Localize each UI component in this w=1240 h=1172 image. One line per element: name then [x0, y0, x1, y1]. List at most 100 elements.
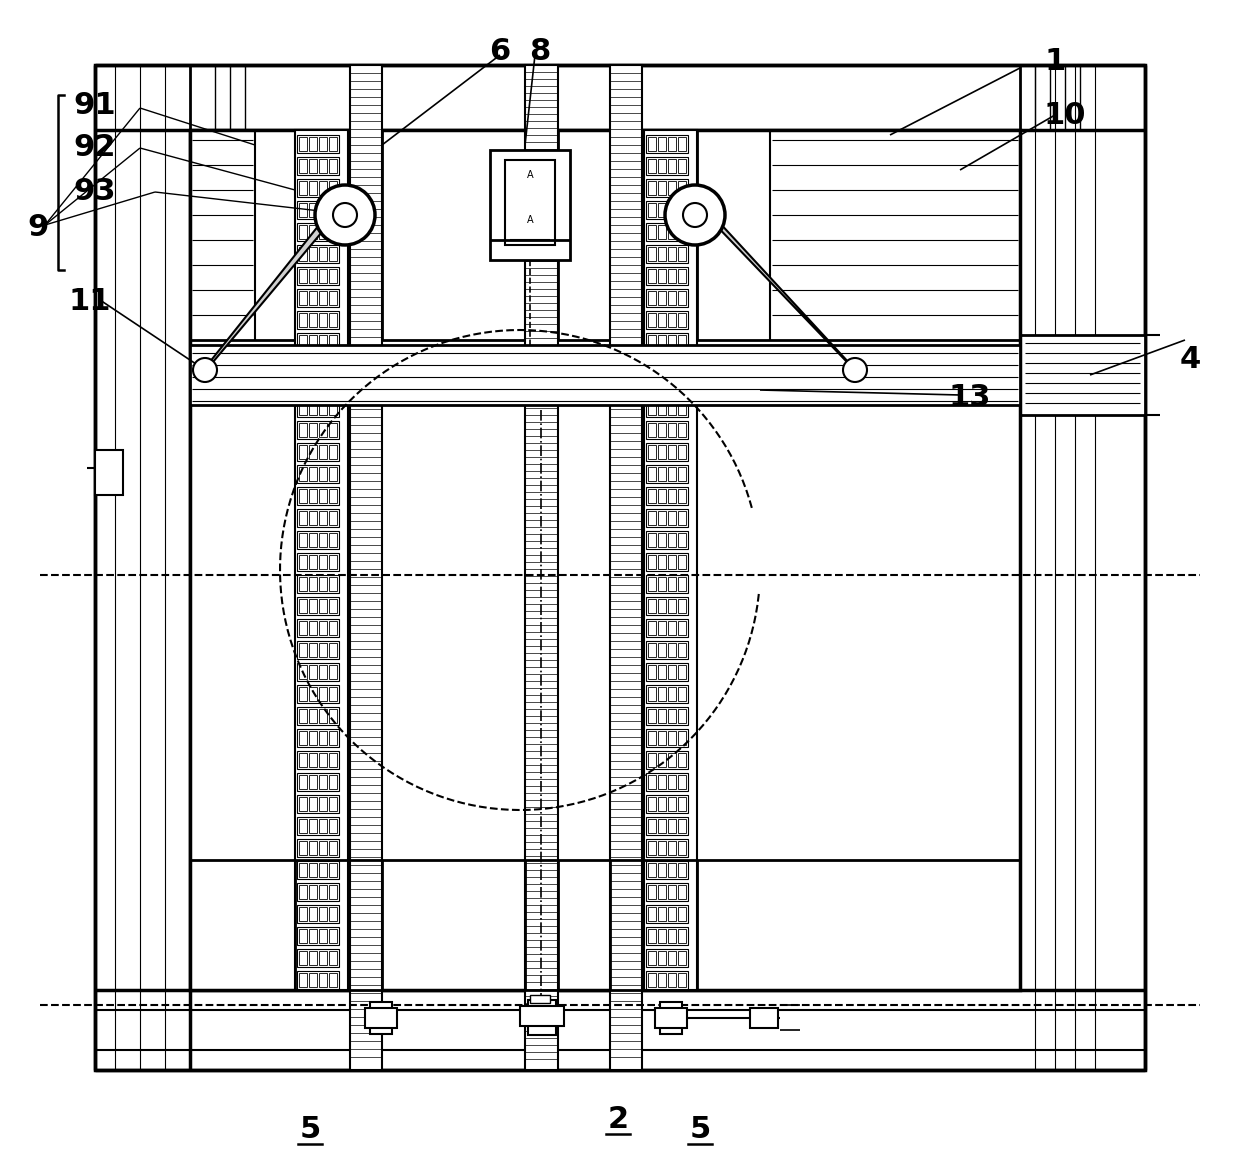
Bar	[668, 709, 676, 723]
Bar	[299, 379, 308, 393]
Bar	[329, 950, 337, 965]
Bar	[309, 270, 317, 282]
Bar	[329, 533, 337, 547]
Bar	[646, 641, 688, 659]
Bar	[649, 885, 656, 899]
Bar	[658, 203, 666, 217]
Bar	[668, 247, 676, 261]
Bar	[298, 949, 339, 967]
Bar	[319, 489, 327, 503]
Bar	[658, 379, 666, 393]
Bar	[668, 665, 676, 679]
Bar	[678, 797, 686, 811]
Bar	[678, 577, 686, 591]
Bar	[329, 973, 337, 987]
Bar	[298, 135, 339, 154]
Bar	[668, 466, 676, 481]
Bar	[298, 707, 339, 725]
Bar	[309, 357, 317, 372]
Bar	[658, 621, 666, 635]
Bar	[95, 64, 1145, 1070]
Bar	[646, 488, 688, 505]
Bar	[309, 423, 317, 437]
Bar	[678, 423, 686, 437]
Bar	[329, 401, 337, 415]
Bar	[319, 291, 327, 305]
Bar	[309, 863, 317, 877]
Bar	[649, 313, 656, 327]
Bar	[309, 225, 317, 239]
Bar	[319, 885, 327, 899]
Bar	[329, 247, 337, 261]
Bar	[658, 819, 666, 833]
Bar	[658, 291, 666, 305]
Bar	[658, 270, 666, 282]
Text: 5: 5	[299, 1116, 321, 1145]
Bar	[309, 137, 317, 151]
Bar	[646, 443, 688, 461]
Bar	[319, 841, 327, 856]
Bar	[329, 929, 337, 943]
Bar	[299, 929, 308, 943]
Bar	[646, 355, 688, 373]
Bar	[309, 752, 317, 766]
Bar	[329, 599, 337, 613]
Bar	[298, 509, 339, 527]
Bar	[649, 466, 656, 481]
Bar	[309, 885, 317, 899]
Bar	[309, 973, 317, 987]
Bar	[319, 466, 327, 481]
Bar	[646, 861, 688, 879]
Bar	[658, 401, 666, 415]
Bar	[298, 861, 339, 879]
Bar	[649, 270, 656, 282]
Bar	[298, 619, 339, 638]
Bar	[319, 247, 327, 261]
Bar	[309, 599, 317, 613]
Bar	[668, 225, 676, 239]
Bar	[668, 643, 676, 657]
Circle shape	[315, 185, 374, 245]
Bar	[309, 643, 317, 657]
Bar	[298, 751, 339, 769]
Bar	[299, 643, 308, 657]
Bar	[329, 466, 337, 481]
Bar	[329, 379, 337, 393]
Bar	[668, 687, 676, 701]
Bar	[678, 379, 686, 393]
Bar	[309, 577, 317, 591]
Text: 4: 4	[1179, 346, 1200, 375]
Bar	[309, 180, 317, 195]
Bar	[658, 533, 666, 547]
Bar	[646, 684, 688, 703]
Bar	[299, 489, 308, 503]
Bar	[678, 401, 686, 415]
Bar	[309, 445, 317, 459]
Bar	[298, 355, 339, 373]
Bar	[668, 907, 676, 921]
Bar	[646, 398, 688, 417]
Bar	[646, 817, 688, 834]
Bar	[329, 863, 337, 877]
Bar	[649, 863, 656, 877]
Bar	[668, 270, 676, 282]
Text: 92: 92	[73, 134, 117, 163]
Bar	[319, 775, 327, 789]
Bar	[329, 423, 337, 437]
Bar	[299, 841, 308, 856]
Bar	[299, 357, 308, 372]
Text: 5: 5	[689, 1116, 711, 1145]
Bar	[309, 291, 317, 305]
Bar	[298, 883, 339, 901]
Bar	[298, 839, 339, 857]
Bar	[655, 1008, 687, 1028]
Bar	[646, 135, 688, 154]
Bar	[678, 313, 686, 327]
Bar	[668, 863, 676, 877]
Bar	[299, 907, 308, 921]
Bar	[646, 729, 688, 747]
Bar	[649, 841, 656, 856]
Bar	[319, 907, 327, 921]
Bar	[329, 445, 337, 459]
Bar	[309, 556, 317, 568]
